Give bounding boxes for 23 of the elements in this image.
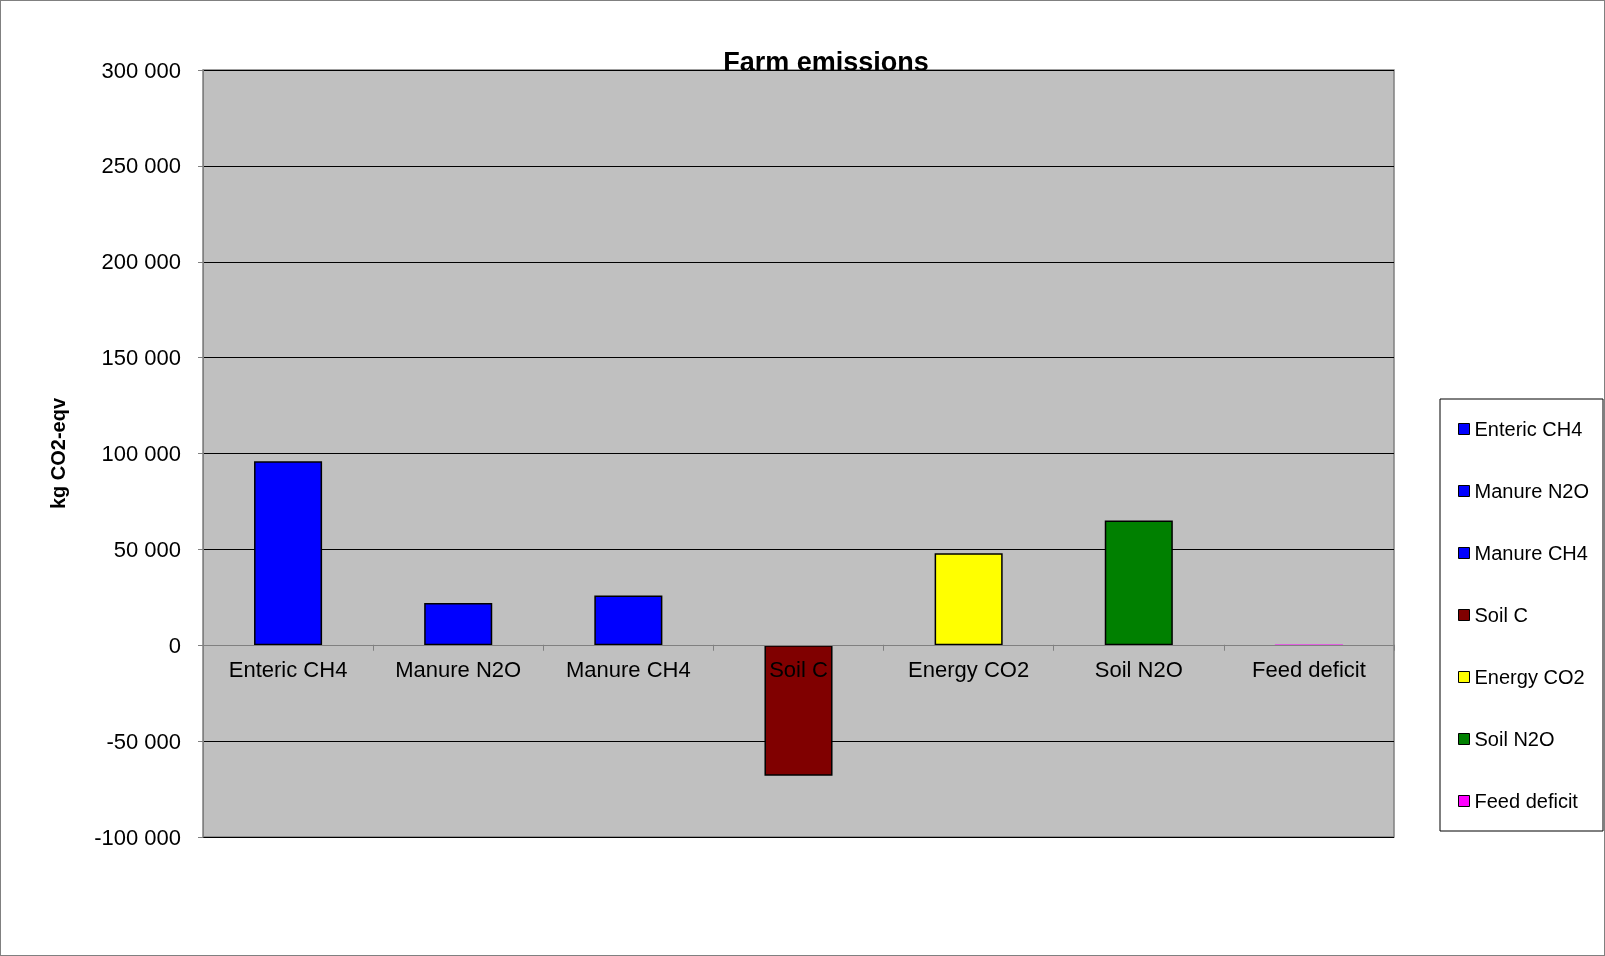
x-tick-label: Soil N2O bbox=[1094, 657, 1183, 683]
legend-label: Soil C bbox=[1474, 604, 1528, 626]
y-tick-label: -100 000 bbox=[94, 824, 181, 850]
legend-label: Soil N2O bbox=[1474, 728, 1555, 750]
legend-label: Enteric CH4 bbox=[1474, 418, 1583, 440]
x-tick-label: Manure CH4 bbox=[566, 657, 691, 683]
legend-label: Feed deficit bbox=[1474, 790, 1579, 812]
y-tick-label: 50 000 bbox=[113, 536, 181, 562]
x-tick-label: Soil C bbox=[769, 657, 828, 683]
y-axis-title: kg CO2-eqv bbox=[47, 397, 69, 510]
y-tick-label: 200 000 bbox=[101, 249, 181, 275]
y-tick-label: 250 000 bbox=[101, 153, 181, 179]
x-tick-label: Enteric CH4 bbox=[228, 657, 348, 683]
x-tick-label: Energy CO2 bbox=[908, 657, 1030, 683]
x-tick-label: Manure N2O bbox=[395, 657, 522, 683]
legend-label: Manure N2O bbox=[1474, 480, 1590, 502]
y-tick-label: 100 000 bbox=[101, 441, 181, 466]
x-tick-label: Feed deficit bbox=[1252, 657, 1366, 683]
y-tick-label: 0 bbox=[168, 632, 181, 658]
y-tick-label: -50 000 bbox=[106, 728, 181, 754]
y-tick-label: 300 000 bbox=[101, 57, 181, 83]
legend-label: Manure CH4 bbox=[1474, 542, 1588, 564]
y-tick-label: 150 000 bbox=[101, 345, 181, 371]
